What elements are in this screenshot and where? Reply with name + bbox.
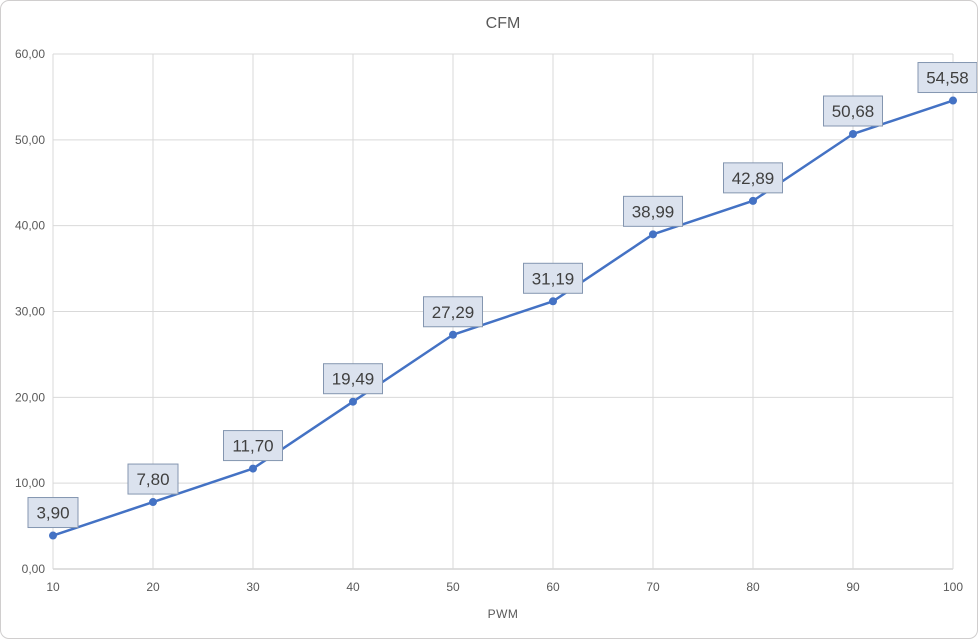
data-point-marker	[349, 397, 357, 406]
x-tick-label: 50	[446, 580, 460, 594]
y-tick-label: 0,00	[22, 562, 46, 576]
data-point-marker	[849, 129, 857, 138]
data-label-text: 31,19	[532, 269, 575, 288]
x-tick-label: 70	[646, 580, 660, 594]
y-tick-label: 20,00	[15, 390, 45, 404]
data-point-marker	[149, 498, 157, 507]
data-label-text: 38,99	[632, 202, 675, 221]
data-point-marker	[749, 196, 757, 205]
chart-title: CFM	[486, 15, 521, 32]
data-label-text: 27,29	[432, 303, 475, 322]
x-tick-label: 60	[546, 580, 560, 594]
data-point-marker	[249, 464, 257, 473]
data-label-text: 54,58	[926, 69, 969, 88]
data-point-marker	[449, 330, 457, 339]
data-point-marker	[49, 531, 57, 540]
data-label-text: 7,80	[136, 470, 169, 489]
y-tick-label: 30,00	[15, 305, 45, 319]
y-tick-label: 10,00	[15, 476, 45, 490]
x-tick-label: 10	[46, 580, 60, 594]
data-label-box	[223, 430, 283, 462]
x-tick-label: 20	[146, 580, 160, 594]
data-label-box	[823, 95, 883, 127]
x-tick-label: 80	[746, 580, 760, 594]
x-tick-label: 90	[846, 580, 860, 594]
data-point-marker	[649, 230, 657, 239]
data-label-text: 42,89	[732, 169, 775, 188]
data-label-text: 19,49	[332, 370, 375, 389]
data-point-marker	[949, 96, 957, 105]
data-label-box	[127, 463, 179, 495]
data-label-box	[917, 62, 977, 94]
x-tick-label: 30	[246, 580, 260, 594]
data-label-text: 50,68	[832, 102, 875, 121]
data-label-box	[523, 262, 583, 294]
data-label-box	[723, 162, 783, 194]
data-label-box	[27, 497, 79, 529]
data-label-box	[423, 296, 483, 328]
data-label-box	[323, 363, 383, 395]
data-label-text: 11,70	[232, 437, 273, 456]
y-tick-label: 50,00	[15, 133, 45, 147]
data-point-marker	[549, 297, 557, 306]
y-tick-label: 60,00	[15, 47, 45, 61]
x-tick-label: 40	[346, 580, 360, 594]
data-label-text: 3,90	[36, 504, 69, 523]
data-label-box	[623, 195, 683, 227]
y-tick-label: 40,00	[15, 219, 45, 233]
series-line	[51, 99, 955, 537]
x-axis-title: PWM	[488, 607, 519, 621]
x-tick-label: 100	[943, 580, 963, 594]
